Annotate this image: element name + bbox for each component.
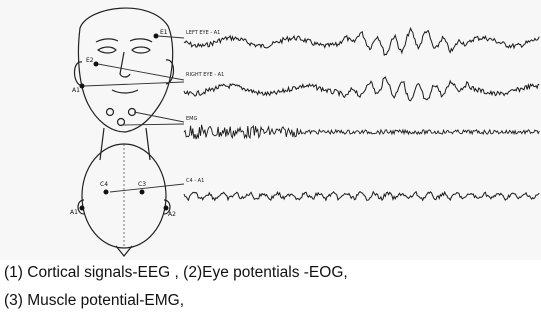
left-eye [96, 46, 117, 54]
head-top-electrodes [79, 189, 169, 211]
chin-electrode-left [105, 107, 115, 117]
figure-svg: E1 E2 A1 [70, 7, 540, 257]
electrode-a1-top [79, 205, 85, 211]
electrode-a1-face [79, 83, 85, 89]
trace-label-eeg: C4 - A1 [186, 178, 204, 184]
label-c4: C4 [100, 181, 108, 188]
nose [119, 51, 131, 78]
connector-chin-emg [133, 111, 185, 123]
right-brow [129, 38, 153, 43]
label-a2-top: A2 [168, 211, 176, 218]
eog-left-trace [183, 26, 540, 56]
face-outline [77, 7, 174, 133]
eog-right-trace [183, 76, 540, 102]
right-eye [131, 46, 151, 54]
label-a1-face: A1 [72, 87, 80, 94]
head-top-left-ear [77, 199, 85, 215]
label-e1: E1 [160, 29, 168, 36]
eeg-trace [183, 190, 540, 202]
face-diagram [73, 7, 175, 161]
electrode-e2 [93, 61, 99, 67]
connector-e1-left-eye [157, 35, 185, 39]
electrode-e1 [153, 33, 159, 39]
connector-chin-emg-2 [120, 123, 185, 126]
electrode-a2-top [163, 205, 169, 211]
head-top-diagram [77, 143, 171, 257]
label-c3: C3 [138, 181, 146, 188]
face-electrodes [79, 33, 159, 89]
connector-lines [83, 35, 185, 193]
polysomnography-figure: E1 E2 A1 [70, 7, 540, 257]
electrode-c4 [103, 189, 109, 195]
connector-c4-eeg [109, 183, 185, 193]
caption-line-2: (3) Muscle potential-EMG, [4, 292, 185, 309]
head-top-right-ear [163, 199, 171, 215]
electrode-c3 [139, 189, 145, 195]
trace-label-left-eye: LEFT EYE - A1 [186, 30, 220, 36]
connector-a1-right-eye [83, 81, 185, 87]
left-brow [95, 38, 119, 43]
head-top-nose [115, 245, 133, 257]
label-e2: E2 [86, 57, 94, 64]
mouth [111, 89, 139, 94]
waveforms [183, 26, 540, 202]
label-a1-top: A1 [70, 209, 78, 216]
connector-e2-right-eye [97, 63, 185, 81]
trace-label-right-eye: RIGHT EYE - A1 [186, 72, 224, 78]
chin-electrode-mid [116, 117, 126, 127]
caption-line-1: (1) Cortical signals-EEG , (2)Eye potent… [4, 264, 348, 281]
emg-trace [183, 124, 540, 140]
trace-label-emg: EMG [186, 116, 197, 122]
